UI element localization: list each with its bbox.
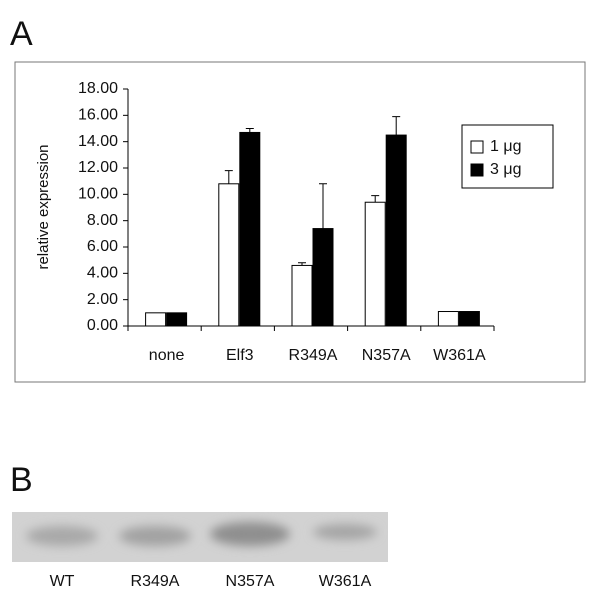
y-tick-label: 16.00 <box>78 107 118 124</box>
legend-label: 1 μg <box>490 138 521 155</box>
y-tick-label: 8.00 <box>87 212 118 229</box>
error-bar <box>392 116 401 136</box>
lane-label: R349A <box>131 573 180 590</box>
error-bar <box>224 170 233 184</box>
blot-bands <box>26 522 377 546</box>
bar <box>145 312 167 327</box>
bar <box>166 312 188 327</box>
lane-label: W361A <box>319 573 372 590</box>
panel-label: A <box>10 15 33 53</box>
y-tick-label: 18.00 <box>78 80 118 97</box>
y-tick-label: 0.00 <box>87 317 118 334</box>
error-bar <box>245 128 254 133</box>
bar <box>458 311 480 327</box>
legend-swatch <box>470 140 484 154</box>
legend-box <box>461 124 554 189</box>
bar <box>312 228 334 327</box>
y-tick-label: 10.00 <box>78 186 118 203</box>
y-tick-label: 12.00 <box>78 159 118 176</box>
y-tick-label: 4.00 <box>87 265 118 282</box>
legend-swatch <box>470 163 484 177</box>
lane-label: N357A <box>226 573 275 590</box>
bar <box>437 311 459 327</box>
y-tick-label: 14.00 <box>78 133 118 150</box>
y-tick-label: 2.00 <box>87 291 118 308</box>
error-bar <box>371 195 380 203</box>
lane-label: WT <box>50 573 75 590</box>
x-tick-label: none <box>149 347 185 364</box>
chart-frame <box>14 61 586 383</box>
bar <box>385 134 407 327</box>
panel-label: B <box>10 461 33 499</box>
y-tick-label: 6.00 <box>87 238 118 255</box>
bar <box>291 264 313 327</box>
x-tick-label: N357A <box>362 347 411 364</box>
error-bar <box>298 262 306 266</box>
bar <box>239 131 261 327</box>
x-tick-label: R349A <box>289 347 338 364</box>
bar <box>364 201 386 327</box>
bar <box>218 183 240 327</box>
x-tick-label: W361A <box>433 347 486 364</box>
y-axis-label: relative expression <box>35 144 52 269</box>
x-tick-label: Elf3 <box>226 347 254 364</box>
legend-label: 3 μg <box>490 161 521 178</box>
error-bar <box>319 183 327 229</box>
